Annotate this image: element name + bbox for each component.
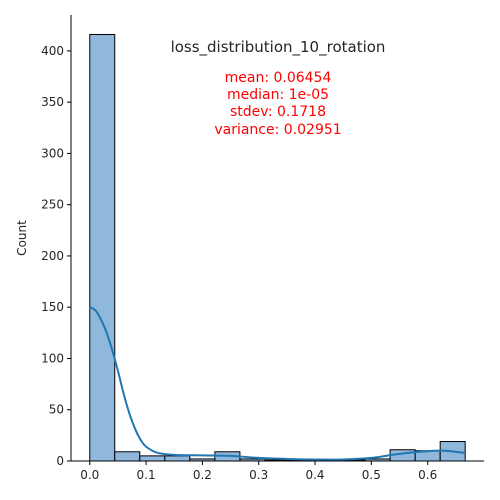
y-tick-label: 250 [41, 198, 64, 212]
x-tick-label: 0.6 [418, 468, 437, 482]
histogram-bar-3 [164, 455, 191, 462]
y-tick-label: 150 [41, 300, 64, 314]
stat-median: median: 1e-05 [227, 87, 329, 103]
x-tick-label: 0.2 [193, 468, 212, 482]
axes-layer: 0.0 0.1 0.2 0.3 0.4 0.5 0.6 0 50 100 150 200 250 300 3… [41, 15, 484, 482]
stat-stdev: stdev: 0.1718 [230, 104, 326, 120]
x-tick-label: 0.0 [80, 468, 99, 482]
y-tick-label: 0 [56, 454, 64, 468]
x-tick-label: 0.3 [249, 468, 268, 482]
y-tick-label: 350 [41, 95, 64, 109]
histogram-bar-0 [89, 33, 116, 462]
kde-line [89, 306, 465, 461]
y-tick-label: 300 [41, 146, 64, 160]
chart-title: loss_distribution_10_rotation [171, 38, 386, 57]
x-tick-label: 0.4 [305, 468, 324, 482]
y-tick-label: 100 [41, 351, 64, 365]
y-tick-label: 50 [49, 403, 64, 417]
y-axis-label: Count [15, 220, 29, 256]
y-tick-label: 400 [41, 44, 64, 58]
histogram-bar-2 [139, 455, 166, 462]
x-tick-label: 0.1 [137, 468, 156, 482]
stat-variance: variance: 0.02951 [214, 122, 341, 138]
stats-annotation: mean: 0.06454 median: 1e-05 stdev: 0.171… [214, 70, 341, 138]
stat-mean: mean: 0.06454 [225, 70, 332, 86]
x-tick-label: 0.5 [362, 468, 381, 482]
y-tick-label: 200 [41, 249, 64, 263]
histogram-bar-1 [114, 451, 141, 462]
